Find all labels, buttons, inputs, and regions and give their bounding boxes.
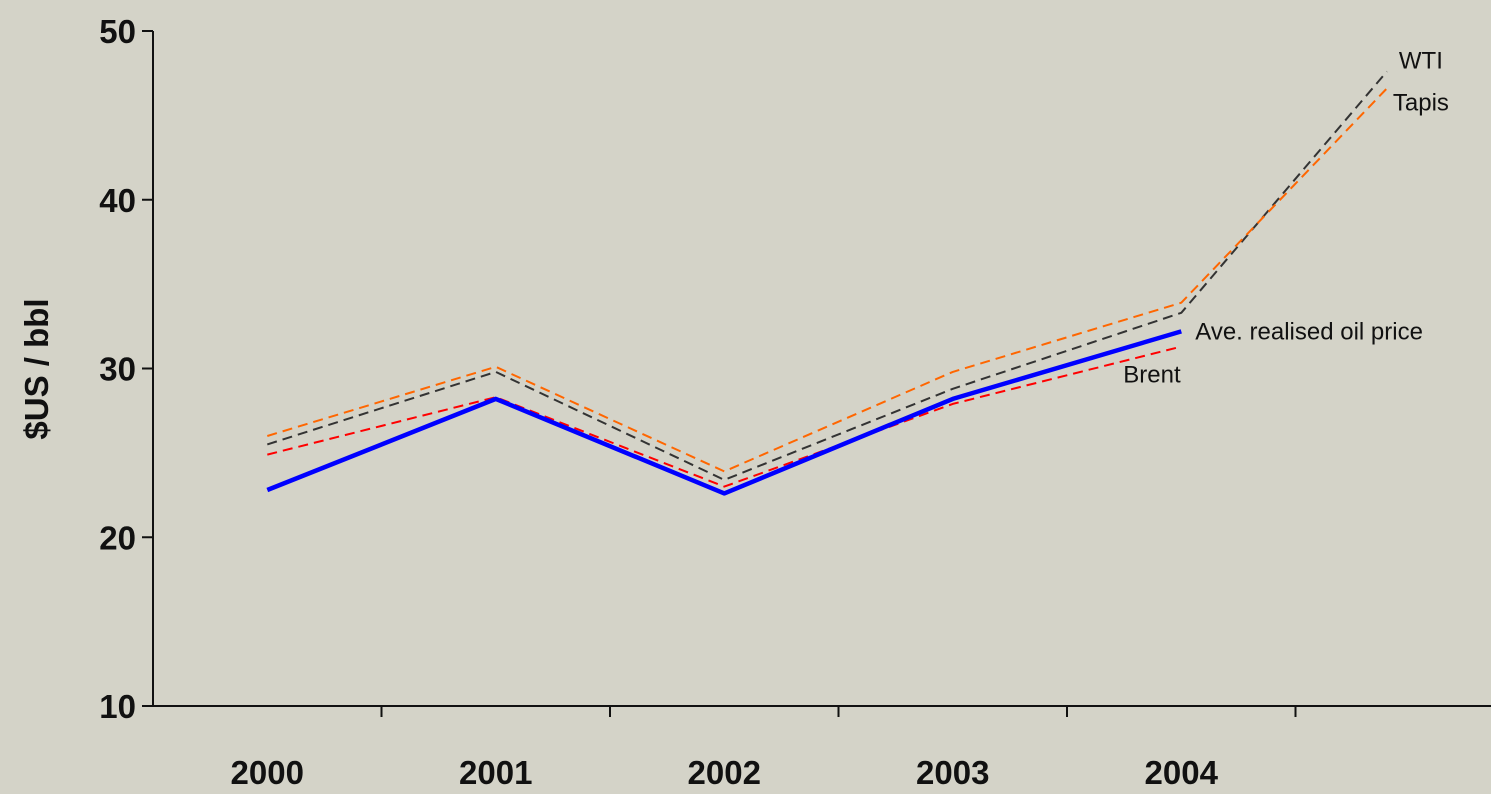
y-tick-label: 20 — [99, 519, 136, 556]
series-line-wti — [266, 70, 1388, 481]
y-axis-title: $US / bbl — [18, 298, 55, 439]
series-label-tapis: Tapis — [1393, 89, 1449, 116]
series-label-ave-realised-oil-price: Ave. realised oil price — [1195, 318, 1423, 345]
x-tick-label: 2003 — [916, 754, 989, 791]
y-tick-label: 10 — [99, 688, 136, 725]
series-line-ave-realised-oil-price — [266, 329, 1182, 496]
x-tick-label: 2001 — [459, 754, 532, 791]
series-line-tapis — [267, 87, 1388, 473]
series-labels: WTI Tapis Ave. realised oil price Brent — [1123, 48, 1449, 389]
series-layer — [266, 70, 1388, 496]
series-line-brent — [267, 345, 1182, 488]
x-tick-label: 2004 — [1145, 754, 1219, 791]
axes: 10 20 30 40 50 2000 2001 2002 2003 2004 — [99, 13, 1491, 791]
y-tick-label: 40 — [99, 182, 136, 219]
y-tick-label: 30 — [99, 351, 136, 388]
x-tick-label: 2000 — [231, 754, 304, 791]
y-tick-label: 50 — [99, 13, 136, 50]
series-label-brent: Brent — [1123, 362, 1181, 389]
x-tick-label: 2002 — [688, 754, 761, 791]
series-label-wti: WTI — [1399, 48, 1443, 75]
